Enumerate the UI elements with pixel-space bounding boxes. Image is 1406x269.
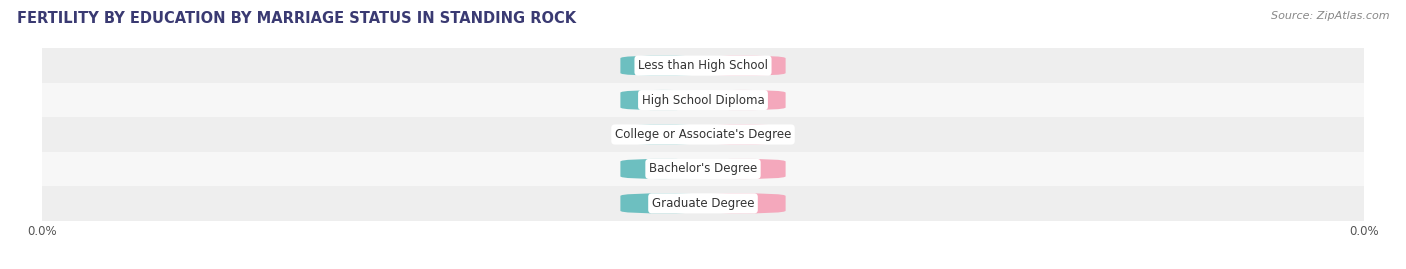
FancyBboxPatch shape <box>620 159 706 179</box>
Text: High School Diploma: High School Diploma <box>641 94 765 107</box>
FancyBboxPatch shape <box>620 193 706 214</box>
FancyBboxPatch shape <box>620 124 706 145</box>
Text: 0.0%: 0.0% <box>648 61 678 71</box>
FancyBboxPatch shape <box>700 193 786 214</box>
Text: 0.0%: 0.0% <box>728 164 758 174</box>
FancyBboxPatch shape <box>620 55 706 76</box>
Text: 0.0%: 0.0% <box>648 164 678 174</box>
Text: Bachelor's Degree: Bachelor's Degree <box>650 162 756 175</box>
Bar <box>42 83 1364 117</box>
FancyBboxPatch shape <box>700 90 786 110</box>
Text: Source: ZipAtlas.com: Source: ZipAtlas.com <box>1271 11 1389 21</box>
Text: 0.0%: 0.0% <box>648 198 678 208</box>
Bar <box>42 117 1364 152</box>
Text: 0.0%: 0.0% <box>728 95 758 105</box>
Text: 0.0%: 0.0% <box>728 61 758 71</box>
FancyBboxPatch shape <box>700 55 786 76</box>
Text: Less than High School: Less than High School <box>638 59 768 72</box>
Text: Graduate Degree: Graduate Degree <box>652 197 754 210</box>
Text: 0.0%: 0.0% <box>728 198 758 208</box>
Text: 0.0%: 0.0% <box>728 129 758 140</box>
FancyBboxPatch shape <box>700 124 786 145</box>
Text: College or Associate's Degree: College or Associate's Degree <box>614 128 792 141</box>
Bar <box>42 152 1364 186</box>
FancyBboxPatch shape <box>700 159 786 179</box>
Text: 0.0%: 0.0% <box>648 95 678 105</box>
Bar <box>42 186 1364 221</box>
FancyBboxPatch shape <box>620 90 706 110</box>
Bar <box>42 48 1364 83</box>
Text: FERTILITY BY EDUCATION BY MARRIAGE STATUS IN STANDING ROCK: FERTILITY BY EDUCATION BY MARRIAGE STATU… <box>17 11 576 26</box>
Text: 0.0%: 0.0% <box>648 129 678 140</box>
